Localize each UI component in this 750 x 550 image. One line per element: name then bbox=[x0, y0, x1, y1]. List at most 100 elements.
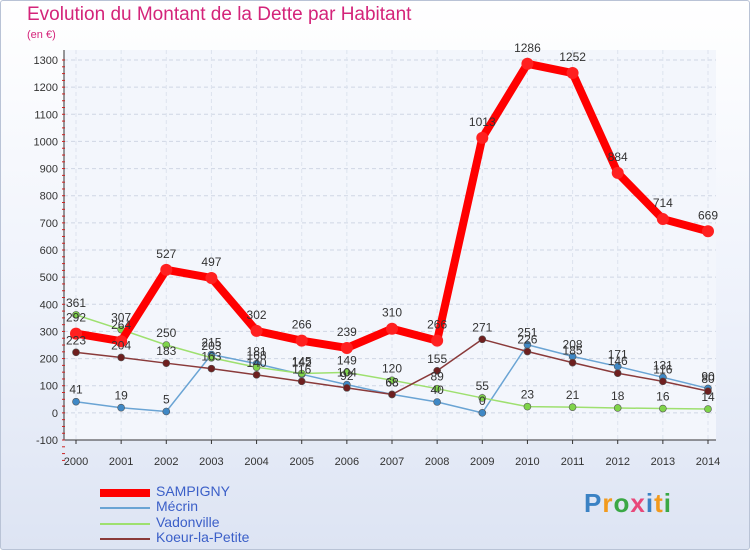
data-point bbox=[162, 359, 171, 367]
data-point bbox=[207, 364, 216, 373]
data-point bbox=[523, 347, 532, 356]
data-point bbox=[117, 353, 125, 362]
data-point bbox=[386, 322, 398, 335]
y-tick-label: 400 bbox=[40, 299, 58, 311]
data-label: 302 bbox=[247, 308, 267, 322]
x-tick-label: 2010 bbox=[515, 456, 539, 468]
legend-item: Mécrin bbox=[100, 498, 400, 516]
data-point bbox=[115, 335, 128, 348]
x-tick-label: 2011 bbox=[561, 456, 585, 468]
data-point bbox=[478, 409, 487, 417]
data-point bbox=[388, 376, 396, 385]
data-label: 104 bbox=[337, 366, 357, 380]
data-point bbox=[343, 368, 351, 377]
y-tick-label: 700 bbox=[40, 218, 58, 230]
data-point bbox=[659, 377, 667, 386]
y-tick-label: 300 bbox=[40, 326, 58, 338]
y-tick-label: 1100 bbox=[34, 109, 58, 121]
data-label: 41 bbox=[69, 383, 83, 397]
data-point bbox=[568, 358, 577, 367]
data-label: 168 bbox=[247, 348, 267, 362]
data-label: 90 bbox=[701, 369, 715, 383]
data-point bbox=[433, 398, 441, 406]
logo-letter: o bbox=[613, 488, 631, 518]
legend-swatch bbox=[100, 489, 150, 497]
data-label: 1013 bbox=[469, 115, 496, 129]
logo-letter: r bbox=[602, 488, 614, 518]
data-point bbox=[252, 363, 261, 372]
data-point bbox=[72, 348, 80, 357]
data-point bbox=[72, 311, 80, 319]
data-label: 181 bbox=[247, 345, 267, 359]
data-point bbox=[295, 334, 308, 347]
data-label: 14 bbox=[701, 390, 715, 404]
data-point bbox=[70, 327, 82, 340]
data-point bbox=[340, 341, 353, 354]
data-label: 131 bbox=[653, 358, 673, 372]
x-tick-label: 2014 bbox=[696, 456, 720, 468]
legend-label: SAMPIGNY bbox=[156, 483, 230, 499]
x-tick-label: 2013 bbox=[651, 456, 675, 468]
data-label: 669 bbox=[698, 208, 718, 222]
data-point bbox=[659, 404, 667, 413]
data-point bbox=[297, 377, 306, 386]
y-tick-label: 900 bbox=[40, 164, 58, 176]
data-label: 0 bbox=[479, 394, 486, 408]
logo-letter: P bbox=[584, 488, 603, 518]
legend-item: Vadonville bbox=[100, 514, 400, 532]
y-tick-label: 100 bbox=[40, 381, 58, 393]
legend-item: SAMPIGNY bbox=[100, 483, 400, 501]
data-point bbox=[388, 390, 396, 399]
y-tick-label: 600 bbox=[40, 245, 58, 257]
data-point bbox=[162, 341, 171, 349]
data-label: 215 bbox=[201, 336, 221, 350]
x-tick-label: 2005 bbox=[289, 456, 313, 468]
data-label: 497 bbox=[201, 255, 221, 269]
y-tick-label: 1200 bbox=[34, 82, 58, 94]
x-tick-label: 2009 bbox=[470, 456, 494, 468]
data-label: 19 bbox=[114, 389, 128, 403]
data-label: 204 bbox=[111, 338, 131, 352]
data-point bbox=[476, 131, 489, 144]
data-label: 140 bbox=[247, 356, 267, 370]
y-tick-label: -100 bbox=[36, 435, 58, 447]
data-point bbox=[521, 57, 534, 70]
data-label: 223 bbox=[66, 333, 86, 347]
legend-item: Koeur-la-Petite bbox=[100, 529, 400, 547]
data-point bbox=[568, 403, 577, 411]
x-tick-label: 2012 bbox=[605, 456, 629, 468]
data-label: 307 bbox=[111, 311, 131, 325]
data-label: 155 bbox=[427, 352, 447, 366]
data-point bbox=[162, 407, 171, 416]
data-label: 266 bbox=[292, 318, 312, 332]
data-label: 21 bbox=[566, 388, 580, 402]
data-label: 5 bbox=[163, 393, 170, 407]
data-label: 55 bbox=[476, 379, 490, 393]
data-label: 68 bbox=[385, 375, 399, 389]
data-label: 1286 bbox=[514, 41, 541, 55]
data-point bbox=[613, 369, 622, 378]
data-label: 120 bbox=[382, 361, 402, 375]
x-tick-label: 2006 bbox=[335, 456, 359, 468]
data-label: 714 bbox=[653, 196, 673, 210]
data-point bbox=[478, 335, 487, 344]
data-point bbox=[433, 384, 441, 393]
x-tick-label: 2004 bbox=[244, 456, 268, 468]
plot-area bbox=[64, 50, 716, 440]
logo-letter: x bbox=[630, 488, 646, 518]
data-label: 23 bbox=[521, 388, 535, 402]
data-point bbox=[117, 403, 125, 412]
data-point bbox=[343, 384, 351, 392]
y-tick-label: 1300 bbox=[34, 55, 58, 67]
data-label: 239 bbox=[337, 325, 357, 339]
data-label: 68 bbox=[385, 375, 399, 389]
data-label: 183 bbox=[156, 344, 176, 358]
data-label: 116 bbox=[653, 362, 672, 376]
data-label: 40 bbox=[430, 383, 444, 397]
y-tick-label: 1000 bbox=[34, 136, 58, 148]
legend-swatch bbox=[100, 507, 150, 509]
x-tick-label: 2000 bbox=[64, 456, 88, 468]
data-label: 1252 bbox=[559, 50, 586, 64]
data-point bbox=[433, 366, 441, 375]
data-point bbox=[523, 402, 532, 411]
